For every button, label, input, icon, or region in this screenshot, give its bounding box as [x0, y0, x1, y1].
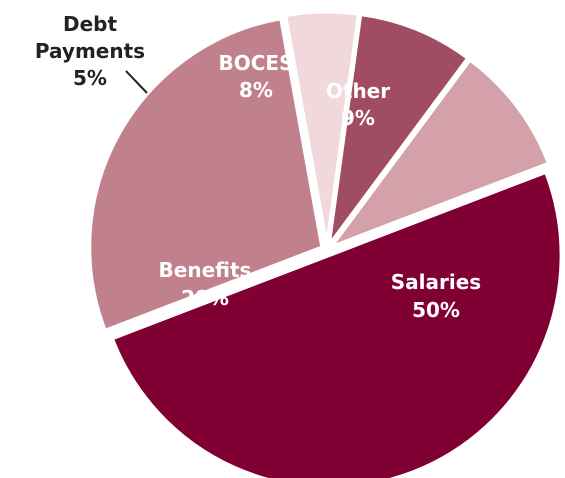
debt-payments-percent: 5%	[73, 66, 107, 90]
benefits-label: Benefits	[159, 258, 252, 282]
boces-label: BOCES	[219, 51, 294, 75]
other-percent: 9%	[341, 106, 375, 130]
pie-slice-boces	[327, 13, 470, 246]
pie-slice-debt-payments	[284, 10, 360, 246]
pie-slices	[88, 10, 563, 478]
boces-percent: 8%	[239, 78, 273, 102]
pie-slice-benefits	[88, 17, 324, 332]
salaries-percent: 50%	[412, 298, 460, 322]
debt-payments-label-line2: Payments	[35, 39, 145, 63]
debt-payments-label-line1: Debt	[63, 12, 117, 36]
pie-slice-salaries	[111, 170, 563, 478]
pie-slice-other	[330, 58, 550, 248]
salaries-label: Salaries	[391, 270, 481, 294]
debt-payments-leader-line	[125, 70, 148, 94]
benefits-percent: 28%	[181, 286, 229, 310]
other-label: Other	[326, 79, 390, 103]
